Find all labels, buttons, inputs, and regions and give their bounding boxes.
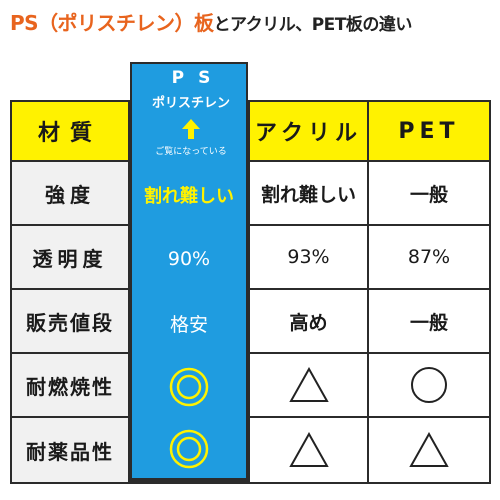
page-title: PS（ポリスチレン）板とアクリル、PET板の違い — [10, 6, 490, 40]
ps-header-note: ご覧になっている — [155, 147, 227, 157]
ps-transparency: 90% — [167, 248, 211, 270]
ps-chemical-resistance — [132, 420, 246, 478]
double-circle-icon — [169, 367, 209, 407]
header-pet: PET — [369, 102, 489, 160]
header-material-label: 材質 — [12, 102, 128, 160]
pet-strength: 一般 — [369, 162, 489, 224]
ps-header-title: PS — [171, 68, 225, 88]
header-acrylic: アクリル — [250, 102, 367, 160]
acrylic-price: 高め — [250, 290, 367, 352]
triangle-icon — [288, 367, 329, 402]
acrylic-fire-resistance — [250, 354, 367, 416]
ps-price: 格安 — [169, 313, 208, 336]
title-rest: とアクリル、PET板の違い — [213, 15, 413, 35]
up-arrow-icon — [182, 119, 200, 139]
ps-column-highlight: PS ポリスチレン ご覧になっている 割れ難しい 90% 格安 — [130, 62, 248, 480]
double-circle-icon — [169, 429, 209, 469]
acrylic-transparency: 93% — [250, 226, 367, 288]
acrylic-strength: 割れ難しい — [250, 162, 367, 224]
row-label-strength: 強度 — [12, 162, 128, 224]
row-label-chemical-resistance: 耐薬品性 — [12, 418, 128, 482]
pet-transparency: 87% — [369, 226, 489, 288]
circle-icon — [411, 367, 447, 403]
triangle-icon — [288, 432, 329, 467]
triangle-icon — [409, 432, 449, 467]
row-label-transparency: 透明度 — [12, 226, 128, 288]
row-label-fire-resistance: 耐燃焼性 — [12, 354, 128, 416]
title-highlight: PS（ポリスチレン）板 — [10, 11, 214, 35]
ps-header: PS ポリスチレン ご覧になっている — [132, 64, 250, 164]
pet-price: 一般 — [369, 290, 489, 352]
comparison-table: 材質 アクリル PET 強度 割れ難しい 一般 透明度 93% 87% 販売値段… — [10, 100, 491, 484]
ps-fire-resistance — [132, 356, 246, 418]
pet-fire-resistance — [369, 354, 489, 416]
ps-strength: 割れ難しい — [144, 186, 234, 207]
ps-header-subtitle: ポリスチレン — [151, 96, 230, 111]
row-label-price: 販売値段 — [12, 290, 128, 352]
pet-chemical-resistance — [369, 418, 489, 482]
acrylic-chemical-resistance — [250, 418, 367, 482]
